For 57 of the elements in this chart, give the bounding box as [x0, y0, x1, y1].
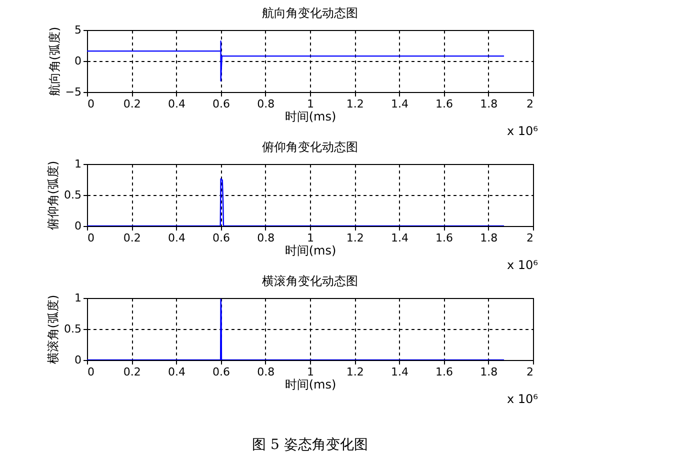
- x-tick-label: 1.2: [346, 232, 364, 244]
- x-tick-label: 1: [307, 232, 314, 244]
- x-tick-label: 0.2: [123, 232, 141, 244]
- y-axis-title: 俯仰角(弧度): [46, 160, 60, 230]
- x-tick-label: 0.2: [123, 98, 141, 110]
- text: x 10⁶: [507, 124, 538, 138]
- x-tick-label: 1.8: [480, 98, 498, 110]
- y-tick-label: 5: [74, 24, 82, 36]
- y-tick-label: 0: [74, 54, 82, 68]
- x-tick-label: 1.4: [390, 98, 408, 110]
- x-tick-label: 0: [88, 98, 94, 110]
- x-tick-label: 1.8: [480, 232, 498, 244]
- y-tick-label: 0: [74, 354, 82, 366]
- x-tick-label: 0.8: [257, 232, 275, 244]
- x-axis-title: 时间(ms): [284, 244, 336, 258]
- text: x 10⁶: [507, 392, 538, 406]
- y-tick-label: 1: [74, 158, 82, 170]
- x-tick-label: 1.2: [346, 366, 364, 378]
- chart-title: 航向角变化动态图: [262, 6, 358, 20]
- x-tick-label: 0.6: [212, 366, 230, 378]
- y-axis-title: 横滚角(弧度): [46, 294, 60, 364]
- x-tick-label: 2: [526, 98, 534, 110]
- x-tick-label: 1.4: [390, 232, 408, 244]
- x-tick-label: 1.6: [436, 366, 454, 378]
- x-tick-label: 0.4: [168, 366, 186, 378]
- x-tick-label: 0: [88, 232, 94, 244]
- x-tick-label: 1.6: [436, 232, 454, 244]
- chart-title: 俯仰角变化动态图: [262, 140, 358, 154]
- x-tick-label: 0.6: [212, 98, 230, 110]
- text: x 10⁶: [507, 258, 538, 272]
- caption: 图 5 姿态角变化图: [252, 437, 368, 453]
- y-tick-label: 0.5: [64, 188, 82, 202]
- y-tick-label: −5: [65, 86, 82, 98]
- y-tick-label: 0.5: [64, 322, 82, 336]
- y-tick-label: 0: [74, 220, 82, 232]
- x-tick-label: 1.2: [346, 98, 364, 110]
- x-tick-label: 1.6: [436, 98, 454, 110]
- line-series: [87, 178, 505, 226]
- x-tick-label: 2: [526, 366, 534, 378]
- x-tick-label: 0.6: [212, 232, 230, 244]
- x-tick-label: 1.8: [480, 366, 498, 378]
- x-tick-label: 0: [88, 366, 94, 378]
- y-tick-label: 1: [74, 292, 82, 304]
- x-axis-title: 时间(ms): [284, 110, 336, 124]
- x-axis-title: 时间(ms): [284, 378, 336, 392]
- x-tick-label: 0.4: [168, 98, 186, 110]
- chart-title: 横滚角变化动态图: [262, 274, 358, 288]
- line-series: [87, 40, 505, 82]
- x-tick-label: 0.4: [168, 232, 186, 244]
- x-tick-label: 2: [526, 232, 534, 244]
- x-tick-label: 0.8: [257, 98, 275, 110]
- x-tick-label: 1.4: [390, 366, 408, 378]
- y-axis-title: 航向角(弧度): [47, 26, 62, 96]
- x-tick-label: 1: [307, 366, 314, 378]
- x-tick-label: 0.8: [257, 366, 275, 378]
- x-tick-label: 0.2: [123, 366, 141, 378]
- x-tick-label: 1: [307, 98, 314, 110]
